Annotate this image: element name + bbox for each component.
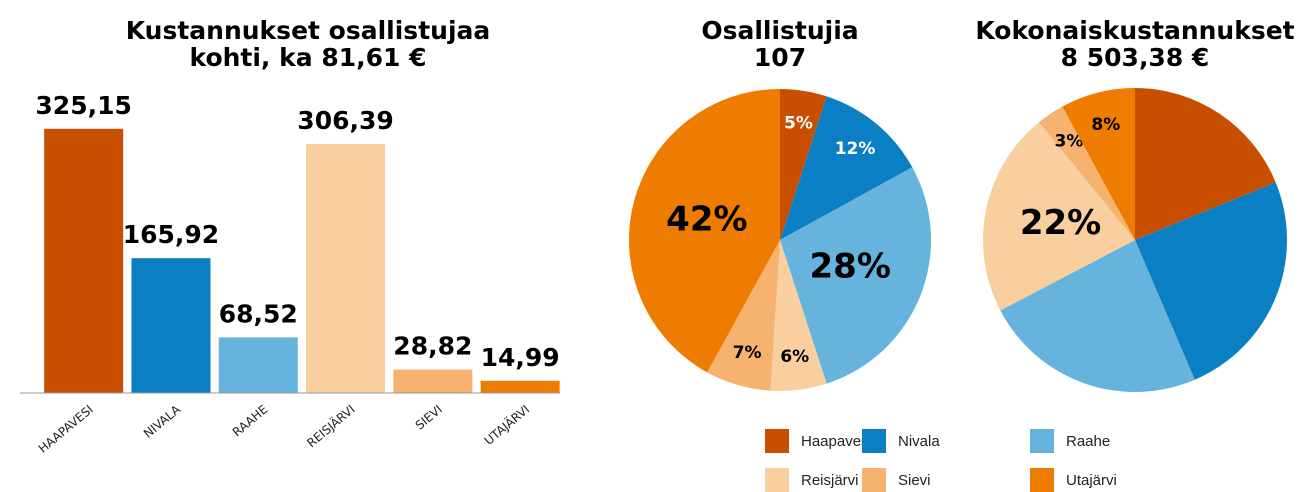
chart-title: Osallistujia [701, 16, 858, 45]
bar [131, 258, 211, 393]
legend-swatch [1030, 429, 1054, 453]
chart-title: 8 503,38 € [1061, 43, 1210, 72]
x-tick-label: RAAHE [230, 402, 271, 439]
data-label: 14,99 [481, 343, 560, 372]
data-label: 42% [666, 200, 747, 240]
bar [44, 128, 124, 394]
pie-slice [983, 122, 1135, 311]
legend-swatch [765, 468, 789, 492]
data-label: 5% [784, 114, 813, 134]
legend-swatch [765, 429, 789, 453]
legend-label: Raahe [1066, 433, 1110, 450]
legend-label: Haapavesi [801, 433, 872, 450]
x-tick-label: NIVALA [141, 402, 184, 441]
pie-slice [1062, 88, 1135, 240]
data-label: 165,92 [123, 220, 219, 249]
pie-slice [1135, 88, 1276, 240]
x-tick-label: REISJÄRVI [304, 401, 358, 450]
bar [393, 369, 473, 393]
data-label: 28,82 [393, 332, 472, 361]
pie-slice [1038, 106, 1135, 241]
legend-label: Sievi [898, 472, 931, 489]
data-label: 68,52 [219, 299, 298, 328]
data-label: 325,15 [35, 91, 131, 120]
legend-swatch [862, 468, 886, 492]
data-label: 28% [810, 246, 891, 286]
x-tick-label: HAAPAVESI [36, 402, 96, 456]
pie-slice [1135, 182, 1287, 380]
data-label: 22% [1020, 203, 1101, 243]
pie-slice [780, 96, 913, 240]
pie-slice [780, 167, 931, 384]
legend-label: Reisjärvi [801, 472, 859, 489]
pie-slice [707, 240, 780, 391]
data-label: 8% [1091, 115, 1120, 135]
chart-title: Kokonaiskustannukset [975, 16, 1294, 45]
pie-slice [1000, 240, 1195, 392]
data-label: 306,39 [297, 106, 393, 135]
legend-swatch [862, 429, 886, 453]
data-label: 3% [1055, 132, 1084, 152]
bar [218, 337, 298, 393]
bar [480, 380, 560, 393]
legend-label: Utajärvi [1066, 472, 1117, 489]
data-label: 6% [780, 347, 809, 367]
chart-title: kohti, ka 81,61 € [189, 43, 426, 72]
x-tick-label: UTAJÄRVI [481, 401, 532, 447]
chart-title: 107 [754, 43, 806, 72]
x-tick-label: SIEVI [413, 402, 445, 432]
legend-swatch [1030, 468, 1054, 492]
data-label: 12% [835, 139, 876, 159]
chart-title: Kustannukset osallistujaa [126, 16, 491, 45]
pie-slice [770, 240, 827, 391]
legend-label: Nivala [898, 433, 940, 450]
pie-slice [780, 89, 827, 240]
data-label: 7% [733, 343, 762, 363]
bar [306, 144, 386, 393]
pie-slice [629, 89, 780, 373]
